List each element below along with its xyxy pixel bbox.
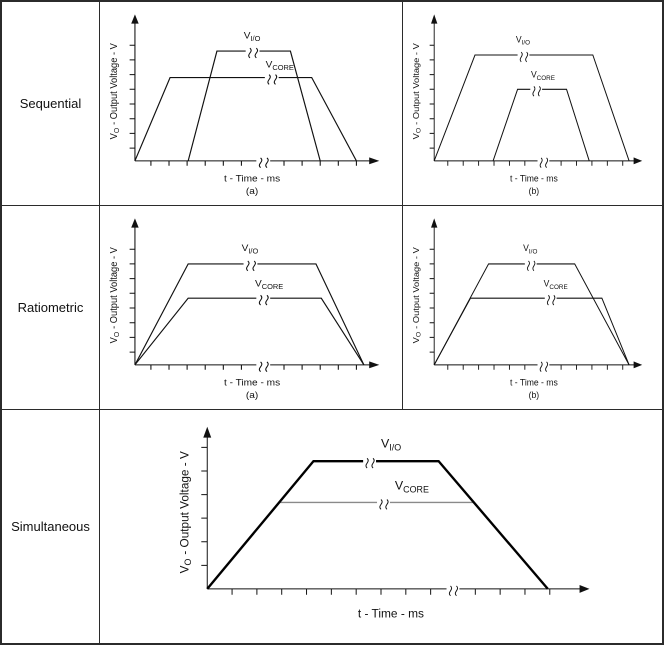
axis-break-icon <box>376 494 391 510</box>
y-axis-label: VO- Output Voltage - V <box>411 43 422 139</box>
vio-label: VI/O <box>242 243 259 255</box>
x-axis-label: t - Time - ms <box>510 173 558 183</box>
axes <box>129 217 380 370</box>
row-label-ratiometric: Ratiometric <box>2 206 100 410</box>
axis-break-icon <box>264 69 280 85</box>
y-axis-label: VO- Output Voltage - V <box>109 42 122 139</box>
row-label-text: Sequential <box>19 96 82 111</box>
axis-break-icon <box>255 290 271 306</box>
axis-break-icon <box>362 453 377 469</box>
vcore-waveform <box>492 88 590 161</box>
vcore-label: VCORE <box>395 478 429 494</box>
plot-simultaneous: VI/O VCORE VO- Output Voltage - V t - Ti… <box>177 426 590 620</box>
axes <box>429 217 642 370</box>
x-axis-label: t - Time - ms <box>510 377 558 387</box>
vio-waveform <box>134 262 365 365</box>
axis-break-icon <box>245 43 261 58</box>
panel-label: (b) <box>528 185 539 195</box>
row-label-text: Ratiometric <box>17 300 84 315</box>
vio-label: VI/O <box>244 30 261 42</box>
plot-sequential-a: VI/O VCORE VO- Output Voltage - V t - Ti… <box>109 13 380 197</box>
cell-sequential-a: VI/O VCORE VO- Output Voltage - V t - Ti… <box>100 2 403 206</box>
panel-label: (a) <box>246 186 258 197</box>
y-axis-label: VO- Output Voltage - V <box>411 247 422 343</box>
axis-break-icon <box>516 47 530 62</box>
cell-sequential-b: VI/O VCORE VO- Output Voltage - V t - Ti… <box>403 2 662 206</box>
row-label-text: Simultaneous <box>11 519 90 534</box>
axis-break-icon <box>523 256 537 271</box>
vio-waveform <box>433 262 630 365</box>
plot-ratiometric-b: VI/O VCORE VO- Output Voltage - V t - Ti… <box>411 217 642 400</box>
x-axis-label: t - Time - ms <box>224 173 280 184</box>
axes <box>429 13 642 166</box>
x-axis-label: t - Time - ms <box>224 377 280 388</box>
axes <box>201 426 590 595</box>
axis-break-icon <box>536 356 550 372</box>
vio-label: VI/O <box>523 242 537 255</box>
x-axis-label: t - Time - ms <box>358 606 424 620</box>
cell-simultaneous: VI/O VCORE VO- Output Voltage - V t - Ti… <box>100 410 662 643</box>
y-axis-label: VO- Output Voltage - V <box>109 246 122 343</box>
vcore-waveform <box>134 76 357 161</box>
vcore-waveform <box>433 297 630 365</box>
vio-waveform <box>187 50 321 161</box>
panel-label: (a) <box>246 390 258 401</box>
vcore-label: VCORE <box>255 278 283 290</box>
vcore-waveform <box>134 297 365 365</box>
vcore-waveform <box>206 501 549 589</box>
row-label-simultaneous: Simultaneous <box>2 410 100 643</box>
y-axis-label: VO- Output Voltage - V <box>177 451 193 573</box>
vcore-label: VCORE <box>266 60 294 72</box>
vio-waveform <box>433 53 630 161</box>
axis-break-icon <box>543 290 557 306</box>
axes <box>129 13 380 166</box>
plot-sequential-b: VI/O VCORE VO- Output Voltage - V t - Ti… <box>411 13 642 196</box>
row-label-sequential: Sequential <box>2 2 100 206</box>
axis-break-icon <box>529 81 543 97</box>
axis-break-icon <box>243 256 258 271</box>
vio-waveform <box>206 459 549 590</box>
vio-label: VI/O <box>381 436 401 452</box>
plot-ratiometric-a: VI/O VCORE VO- Output Voltage - V t - Ti… <box>109 217 380 401</box>
vcore-label: VCORE <box>543 278 568 291</box>
vio-label: VI/O <box>515 33 529 46</box>
axis-break-icon <box>446 581 460 596</box>
axis-break-icon <box>255 152 271 168</box>
axis-break-icon <box>255 356 271 372</box>
cell-ratiometric-b: VI/O VCORE VO- Output Voltage - V t - Ti… <box>403 206 662 410</box>
panel-label: (b) <box>528 389 539 399</box>
vcore-label: VCORE <box>530 69 555 82</box>
cell-ratiometric-a: VI/O VCORE VO- Output Voltage - V t - Ti… <box>100 206 403 410</box>
axis-break-icon <box>536 152 550 168</box>
